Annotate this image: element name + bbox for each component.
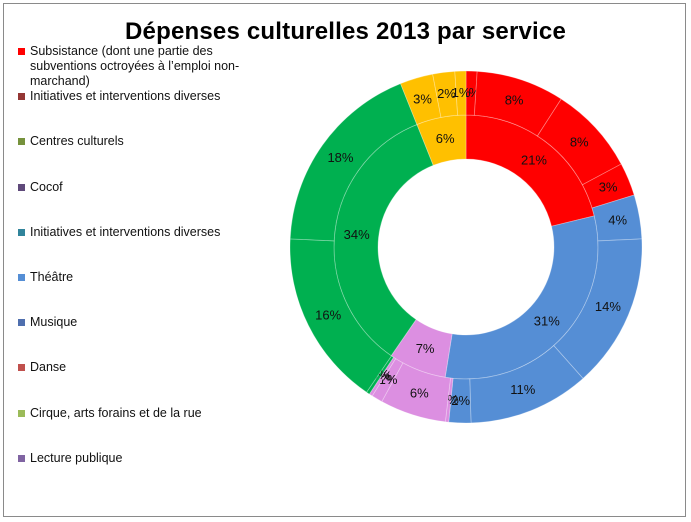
outer-ring-slice <box>448 377 472 424</box>
legend-label: Musique <box>30 315 78 330</box>
outer-ring-slice-label: 1% <box>452 85 471 100</box>
inner-ring-slice <box>444 215 599 380</box>
legend-label: Danse <box>30 360 67 375</box>
inner-ring-slice-label: 21% <box>521 153 547 168</box>
inner-ring-slice <box>416 114 467 166</box>
outer-ring-slice <box>454 70 467 116</box>
legend-swatch <box>18 274 25 281</box>
inner-ring-slice <box>333 123 434 357</box>
legend-item: Cirque, arts forains et de la rue <box>18 406 258 421</box>
legend-swatch <box>18 364 25 372</box>
legend-item: Lecture publique <box>18 451 258 466</box>
legend-swatch <box>18 183 25 191</box>
outer-ring-slice-label: 14% <box>595 299 621 314</box>
legend-swatch <box>18 228 25 236</box>
legend-swatch <box>18 93 25 101</box>
outer-ring-slice-label: 6% <box>410 386 429 401</box>
legend-swatch <box>18 48 25 55</box>
inner-ring-slice-label: 34% <box>344 227 370 242</box>
outer-ring-slice-label: 2% <box>437 86 456 101</box>
legend-label: Cocof <box>30 179 63 194</box>
inner-ring-slice-label: 31% <box>534 314 560 329</box>
legend-item: Subsistance (dont une partie des subvent… <box>18 44 258 89</box>
outer-ring-slice-label: 11% <box>510 382 535 397</box>
outer-ring-slice <box>289 83 418 242</box>
legend-item: Initiatives et interventions diverses <box>18 225 258 240</box>
outer-ring-slice-label: 16% <box>315 308 341 323</box>
outer-ring-slice-label: 3% <box>599 180 618 195</box>
legend-label: Subsistance (dont une partie des subvent… <box>30 44 240 88</box>
outer-ring-slice-label: 4% <box>608 212 627 227</box>
outer-ring-slice-label: 3% <box>413 91 432 106</box>
legend-item: Cocof <box>18 180 258 195</box>
legend-label: Initiatives et interventions diverses <box>30 224 221 239</box>
outer-ring-slice <box>465 70 478 116</box>
legend-swatch <box>18 454 25 462</box>
legend-swatch <box>18 138 25 146</box>
legend-label: Centres culturels <box>30 134 124 149</box>
legend-label: Théâtre <box>30 270 74 284</box>
legend-item: Théâtre <box>18 270 258 285</box>
legend-label: Lecture publique <box>30 450 123 465</box>
outer-ring-slice-label: 8% <box>570 135 589 150</box>
legend-item: Musique <box>18 315 258 330</box>
legend-label: Initiatives et interventions diverses <box>30 89 221 104</box>
outer-ring-slice-label: 8% <box>505 93 524 108</box>
outer-ring-slice <box>432 70 459 118</box>
outer-ring-slice <box>469 345 584 424</box>
outer-ring-slice-label: 18% <box>327 150 353 165</box>
legend-swatch <box>18 319 25 327</box>
chart-title: Dépenses culturelles 2013 par service <box>125 18 566 45</box>
outer-ring-slice-label: 2% <box>451 393 470 408</box>
outer-ring-slice <box>400 73 442 125</box>
inner-ring-slice-label: 7% <box>416 341 435 356</box>
legend-swatch <box>18 409 25 417</box>
legend-item: Initiatives et interventions diverses <box>18 89 258 104</box>
legend-label: Cirque, arts forains et de la rue <box>30 405 202 420</box>
legend-item: Centres culturels <box>18 134 258 149</box>
inner-ring-slice-label: 6% <box>436 131 455 146</box>
legend-item: Danse <box>18 360 258 375</box>
